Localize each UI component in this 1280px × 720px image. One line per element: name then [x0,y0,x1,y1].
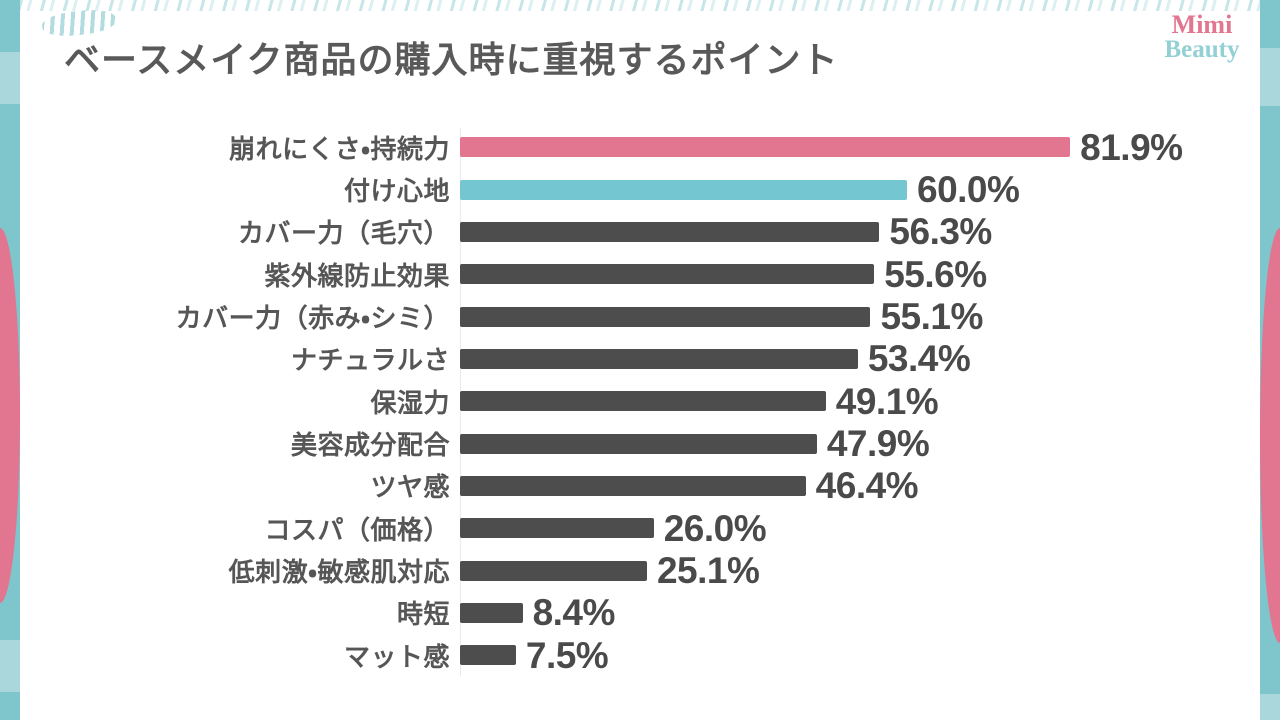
bar [460,391,826,412]
bar-label: 保湿力 [370,387,450,418]
bar-value: 49.1% [835,380,939,422]
bar-label: ツヤ感 [370,472,450,503]
page-title: ベースメイク商品の購入時に重視するポイント [64,39,839,80]
bar-value: 55.6% [884,253,987,295]
bar-label: 低刺激・敏感肌対応 [228,557,450,588]
bar [460,518,654,539]
bar-track: 46.4% [460,467,1205,504]
left-border-decoration [0,0,20,720]
bar [460,602,523,623]
right-border-pink-blob [1260,228,1280,643]
chart-row: 美容成分配合 47.9% [64,422,1205,464]
bar-track: 25.1% [460,552,1205,589]
bar-track: 47.9% [460,425,1205,462]
bar-label: 美容成分配合 [290,430,450,461]
chart-row: コスパ（価格） 26.0% [64,507,1205,549]
bar-track: 55.6% [460,256,1205,293]
bar-label: 崩れにくさ・持続力 [229,133,450,164]
right-border-decoration [1260,0,1280,720]
chart-row: カバー力（毛穴） 56.3% [64,211,1205,253]
bar-value: 8.4% [532,592,616,634]
bar-track: 49.1% [460,383,1205,420]
chart-row: 保湿力 49.1% [64,380,1205,422]
bar [460,264,875,285]
bar-chart: 崩れにくさ・持続力 81.9% 付け心地 60.0% カバー力（毛穴） 56.3% 紫外線防… [64,126,1205,678]
left-border-light-band-bottom [0,640,20,692]
chart-row: ナチュラルさ 53.4% [64,338,1205,380]
top-left-scribble-decoration [40,7,118,39]
bar-track: 60.0% [460,171,1205,208]
chart-row: 紫外線防止効果 55.6% [64,253,1205,295]
bar-value: 53.4% [867,338,971,380]
bar [460,221,880,242]
bar-label: 付け心地 [343,176,450,207]
left-border-pink-blob [0,228,20,603]
chart-row: マット感 7.5% [64,634,1205,676]
bar [460,433,817,454]
bar-label: ナチュラルさ [290,345,450,376]
bar [460,560,647,581]
bar-value: 55.1% [880,296,983,338]
bar-value: 47.9% [826,423,930,465]
bar [460,137,1071,158]
bar [460,475,806,496]
bar-track: 7.5% [460,637,1205,674]
bar-track: 53.4% [460,340,1205,377]
bar-label: 紫外線防止効果 [264,260,450,291]
brand-name-beauty: Beauty [1164,36,1240,63]
bar-value: 60.0% [917,169,1020,211]
chart-row: ツヤ感 46.4% [64,465,1205,507]
bar-track: 56.3% [460,213,1205,250]
chart-rows: 崩れにくさ・持続力 81.9% 付け心地 60.0% カバー力（毛穴） 56.3% 紫外線防… [64,126,1205,676]
brand-name-mimi: Mimi [1171,10,1233,39]
bar-track: 81.9% [460,129,1205,166]
bar [460,348,858,369]
bar-label: マット感 [343,641,450,672]
bar [460,645,516,666]
bar-value: 81.9% [1080,126,1183,168]
right-border-light-band-bottom [1260,694,1280,720]
bar-value: 26.0% [663,507,767,549]
bar-label: コスパ（価格） [264,514,450,545]
chart-row: 付け心地 60.0% [64,168,1205,210]
bar-label: 時短 [396,599,450,630]
bar-track: 26.0% [460,510,1205,547]
bar-value: 7.5% [525,634,609,676]
bar-value: 56.3% [889,211,992,253]
right-border-light-band-top [1260,48,1280,106]
brand-logo: Mimi Beauty [1154,10,1250,63]
bar [460,179,907,200]
chart-row: 時短 8.4% [64,592,1205,634]
bar [460,306,871,327]
chart-row: 低刺激・敏感肌対応 25.1% [64,549,1205,591]
chart-row: カバー力（赤み・シミ） 55.1% [64,295,1205,337]
bar-label: カバー力（毛穴） [237,218,450,249]
bar-track: 55.1% [460,298,1205,335]
bar-track: 8.4% [460,594,1205,631]
bar-label: カバー力（赤み・シミ） [175,303,450,334]
chart-row: 崩れにくさ・持続力 81.9% [64,126,1205,168]
bar-value: 25.1% [656,550,760,592]
top-border-pattern [20,0,1260,11]
left-border-light-band-top [0,52,20,104]
bar-value: 46.4% [815,465,919,507]
